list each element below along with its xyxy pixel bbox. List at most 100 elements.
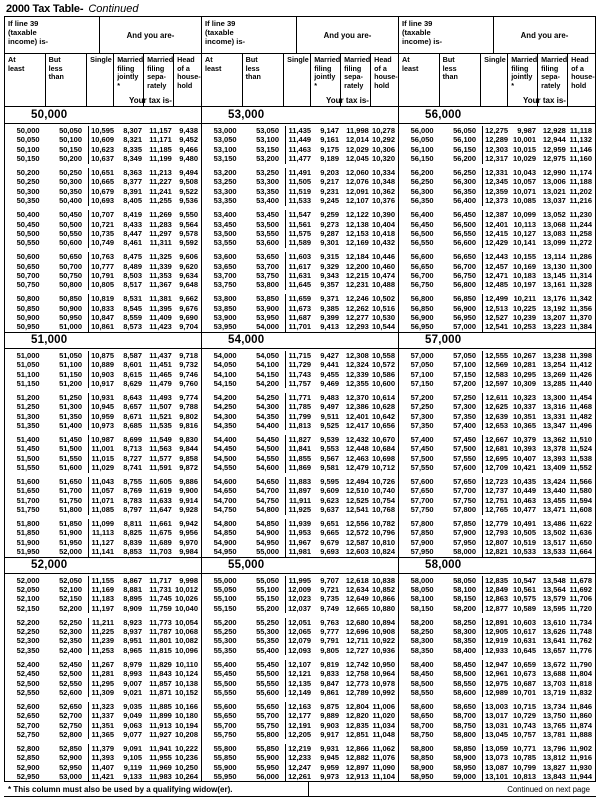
table-row: 56,450 56,500 12,401 10,113 13,068 11,244	[399, 219, 595, 229]
but-less-than: 53,700	[244, 261, 287, 271]
tax-head-household: 11,398	[569, 350, 592, 360]
tax-head-household: 10,404	[372, 219, 395, 229]
at-least: 50,650	[16, 261, 40, 271]
tax-single: 12,653	[485, 421, 509, 431]
tax-married-separately: 13,657	[542, 645, 566, 655]
but-less-than: 57,750	[441, 495, 484, 506]
tax-married-separately: 13,176	[542, 294, 566, 304]
at-least: 55,700	[213, 720, 237, 730]
tax-single: 10,987	[91, 434, 115, 444]
but-less-than: 52,850	[47, 743, 90, 754]
tax-married-jointly: 9,049	[123, 711, 142, 721]
single-label: Single	[484, 55, 506, 64]
tax-single: 12,723	[485, 477, 509, 486]
tax-married-separately: 11,857	[149, 678, 172, 688]
table-row: 55,100 55,150 12,023 9,735 12,649 10,866	[202, 594, 398, 604]
table-row: 58,800 58,850 13,059 10,771 13,796 11,902	[399, 743, 595, 754]
head-household-line-1: Head	[177, 55, 195, 64]
table-row: 55,500 55,550 12,135 9,847 12,773 10,978	[202, 678, 398, 688]
tax-single: 12,849	[485, 585, 509, 595]
tax-head-household: 10,880	[372, 603, 395, 613]
col-header-single: Single	[481, 54, 509, 106]
table-row: 58,350 58,400 12,933 10,645 13,657 11,776	[399, 645, 595, 656]
at-least: 51,300	[16, 411, 40, 421]
at-least: 58,550	[410, 687, 434, 697]
married-jointly-line-1: Married	[314, 55, 341, 64]
tax-head-household: 10,600	[372, 378, 395, 388]
tax-single: 11,449	[288, 135, 312, 145]
table-row: 51,050 51,100 10,889 8,601 11,451 9,732	[5, 360, 201, 370]
but-less-than: 53,400	[244, 196, 287, 206]
tax-married-jointly: 9,553	[320, 444, 339, 454]
tax-single: 12,065	[288, 627, 312, 637]
but-less-than: 56,350	[441, 186, 484, 197]
but-less-than: 52,050	[47, 575, 90, 586]
tax-married-separately: 12,789	[345, 687, 369, 697]
at-least: 58,250	[410, 627, 434, 637]
block-rows: 56,000 56,050 12,275 9,987 12,928 11,118 56,05…	[399, 124, 595, 332]
tax-married-jointly: 10,561	[513, 585, 536, 595]
tax-married-jointly: 10,659	[513, 659, 536, 669]
at-least: 54,800	[213, 519, 237, 529]
but-less-than: 54,400	[244, 421, 287, 431]
tax-married-jointly: 9,133	[123, 772, 142, 782]
column-group-3: If line 39 (taxable income) is- And you are…	[398, 17, 595, 782]
tax-single: 12,359	[485, 186, 509, 196]
tax-married-separately: 12,711	[346, 636, 369, 646]
tax-married-separately: 13,130	[542, 261, 566, 271]
tax-married-separately: 13,765	[542, 720, 566, 730]
at-least: 51,100	[16, 369, 40, 379]
tax-married-separately: 11,521	[149, 411, 172, 421]
but-less-than: 50,100	[47, 135, 90, 145]
tax-married-separately: 13,595	[542, 603, 566, 613]
tax-head-household: 9,984	[179, 547, 198, 557]
tax-head-household: 9,998	[179, 575, 198, 585]
tax-married-separately: 12,308	[345, 350, 369, 360]
tax-married-jointly: 8,489	[123, 261, 142, 271]
tax-single: 11,659	[288, 294, 312, 304]
table-row: 56,700 56,750 12,471 10,183 13,145 11,314	[399, 270, 595, 281]
tax-head-household: 9,634	[179, 270, 198, 280]
row-group: 55,000 55,050 11,995 9,707 12,618 10,838 55,05…	[202, 575, 398, 614]
col-header-at-least: At least	[202, 54, 243, 106]
tax-married-jointly: 10,379	[513, 434, 536, 444]
table-row: 50,600 50,650 10,763 8,475 11,325 9,606	[5, 252, 201, 262]
tax-married-jointly: 9,259	[320, 210, 339, 220]
tax-married-separately: 12,556	[345, 519, 369, 529]
tax-married-jointly: 10,211	[513, 294, 536, 304]
row-group: 56,600 56,650 12,443 10,155 13,114 11,286 56,6…	[399, 252, 595, 290]
tax-married-jointly: 9,203	[320, 168, 339, 178]
tax-married-jointly: 10,743	[513, 720, 536, 730]
at-least: 52,150	[16, 603, 40, 613]
tax-single: 13,101	[485, 772, 509, 782]
table-row: 57,700 57,750 12,751 10,463 13,455 11,594	[399, 495, 595, 506]
tax-single: 11,281	[91, 669, 115, 679]
table-row: 54,050 54,100 11,729 9,441 12,324 10,572	[202, 360, 398, 370]
but-less-than: 57,550	[441, 453, 484, 464]
at-least: 56,950	[410, 322, 434, 332]
but-less-than: 50,350	[47, 186, 90, 197]
tax-married-separately: 13,021	[542, 186, 566, 196]
at-least: 53,750	[213, 280, 237, 290]
table-row: 51,500 51,550 11,015 8,727 11,577 9,858	[5, 453, 201, 464]
but-less-than: 53,350	[244, 186, 287, 197]
tax-married-separately: 11,647	[149, 505, 172, 515]
head-household-line-3: house-	[374, 72, 398, 82]
col-header-married-separately: Married filing sepa-rately	[341, 54, 372, 106]
tax-married-separately: 12,603	[345, 547, 369, 557]
tax-married-jointly: 10,449	[513, 486, 536, 496]
block-rows: 54,000 54,050 11,715 9,427 12,308 10,558 54,05…	[202, 349, 398, 557]
but-less-than: 53,550	[244, 228, 287, 239]
tax-married-jointly: 9,021	[123, 687, 142, 697]
your-tax-is-label: Your tax is-	[129, 96, 172, 105]
tax-married-jointly: 10,505	[513, 528, 536, 538]
tax-married-jointly: 9,441	[320, 360, 339, 370]
table-row: 50,750 50,800 10,805 8,517 11,367 9,648	[5, 280, 201, 290]
table-row: 58,600 58,650 13,003 10,715 13,734 11,846	[399, 701, 595, 712]
table-row: 56,200 56,250 12,331 10,043 12,990 11,174	[399, 168, 595, 178]
but-less-than: 52,300	[47, 627, 90, 637]
tax-married-separately: 11,367	[149, 280, 172, 290]
tax-head-household: 11,650	[569, 537, 592, 547]
at-least: 57,500	[410, 453, 434, 463]
but-less-than: 57,900	[441, 528, 484, 538]
